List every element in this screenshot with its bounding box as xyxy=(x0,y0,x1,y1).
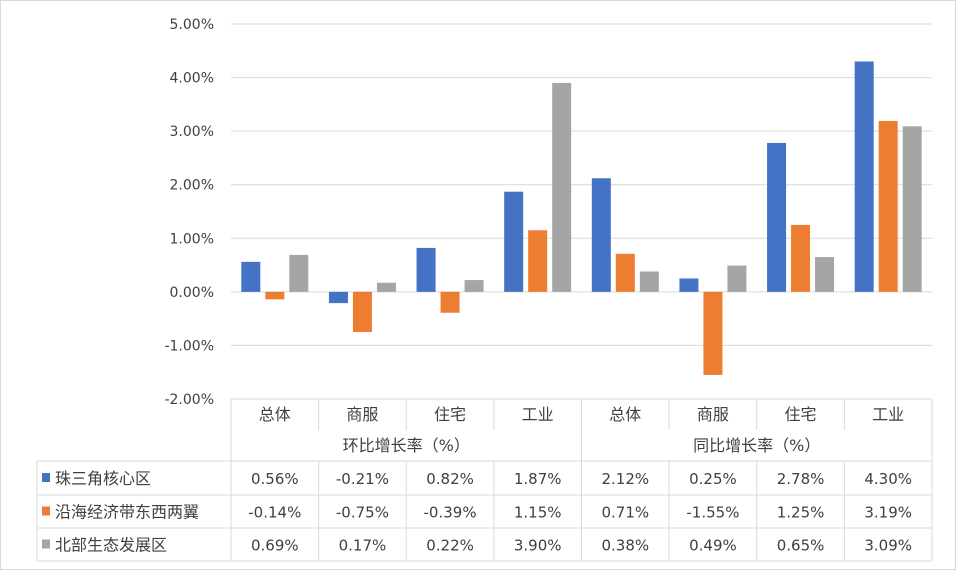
bar xyxy=(815,257,835,292)
data-label: 0.71% xyxy=(601,504,649,522)
bar xyxy=(727,265,747,292)
data-label: -0.75% xyxy=(336,504,389,522)
group-label: 环比增长率（%） xyxy=(343,436,470,455)
data-label: 0.25% xyxy=(689,470,737,488)
legend-label: 珠三角核心区 xyxy=(55,469,151,488)
bar xyxy=(639,271,659,292)
legend-label: 沿海经济带东西两翼 xyxy=(55,503,199,522)
data-label: 0.17% xyxy=(339,537,387,555)
bar xyxy=(352,291,372,333)
data-label: -0.39% xyxy=(424,504,477,522)
legend-key xyxy=(42,539,50,549)
category-label: 住宅 xyxy=(785,405,817,424)
category-label: 总体 xyxy=(259,405,291,424)
y-tick-label: -1.00% xyxy=(164,338,214,354)
y-axis-ticks: 5.00% 4.00% 3.00% 2.00% 1.00% 0.00% -1.00% -2.0… xyxy=(164,17,214,408)
bar xyxy=(591,178,611,292)
legend-label: 北部生态发展区 xyxy=(55,536,167,555)
y-tick-label: -2.00% xyxy=(164,392,214,408)
data-label: 2.12% xyxy=(601,470,649,488)
y-tick-label: 3.00% xyxy=(170,124,214,140)
data-label: 0.82% xyxy=(426,470,474,488)
data-label: 2.78% xyxy=(777,470,825,488)
bar xyxy=(878,120,898,292)
bar xyxy=(328,291,348,304)
bar xyxy=(265,291,285,300)
category-label: 工业 xyxy=(522,405,554,424)
data-label: 1.87% xyxy=(514,470,562,488)
group-label: 同比增长率（%） xyxy=(693,436,820,455)
bar xyxy=(791,224,811,292)
bar xyxy=(767,142,787,292)
bars xyxy=(241,61,922,375)
category-label: 住宅 xyxy=(434,405,466,424)
bar xyxy=(440,291,460,313)
category-label: 工业 xyxy=(872,405,904,424)
category-label: 商服 xyxy=(346,405,378,424)
data-label: -1.55% xyxy=(686,504,739,522)
legend-key xyxy=(42,506,50,516)
bar xyxy=(241,261,261,292)
data-label: -0.14% xyxy=(248,504,301,522)
data-label: 0.69% xyxy=(251,537,299,555)
data-label: 0.22% xyxy=(426,537,474,555)
bar xyxy=(552,82,572,292)
bar xyxy=(902,126,922,292)
y-tick-label: 5.00% xyxy=(170,17,214,33)
data-label: 0.65% xyxy=(777,537,825,555)
data-label: 0.56% xyxy=(251,470,299,488)
data-label: 3.90% xyxy=(514,537,562,555)
y-tick-label: 1.00% xyxy=(170,231,214,247)
y-tick-label: 2.00% xyxy=(170,178,214,194)
legend-key xyxy=(42,473,50,482)
bar xyxy=(679,278,699,292)
bar xyxy=(416,247,436,292)
y-tick-label: 4.00% xyxy=(170,71,214,87)
data-label: 4.30% xyxy=(864,470,912,488)
bar xyxy=(376,282,396,292)
data-label: 1.15% xyxy=(514,504,562,522)
bar xyxy=(615,253,635,292)
data-label: 3.19% xyxy=(864,504,912,522)
y-tick-label: 0.00% xyxy=(170,285,214,301)
bar xyxy=(854,61,874,292)
data-label: 3.09% xyxy=(864,537,912,555)
data-label: 0.49% xyxy=(689,537,737,555)
data-label: -0.21% xyxy=(336,470,389,488)
bar xyxy=(504,191,524,292)
bar xyxy=(703,291,723,375)
data-label: 0.38% xyxy=(601,537,649,555)
bar xyxy=(528,230,548,292)
data-label: 1.25% xyxy=(777,504,825,522)
bar xyxy=(289,254,309,292)
bar xyxy=(464,280,484,292)
category-label: 总体 xyxy=(609,405,641,424)
category-label: 商服 xyxy=(697,405,729,424)
